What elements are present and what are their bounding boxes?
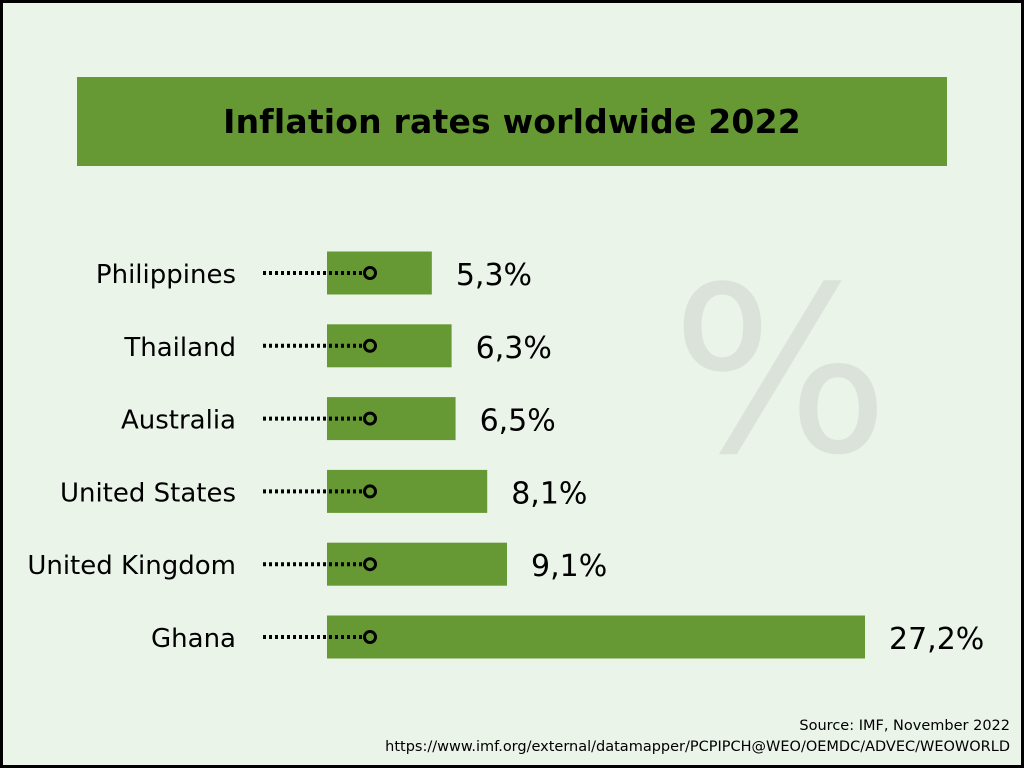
bar: [327, 469, 488, 513]
leader-dot-icon: [363, 630, 377, 644]
bar-row: United States 8,1%: [60, 469, 587, 513]
source-line: Source: IMF, November 2022: [799, 718, 1010, 734]
value-label: 6,5%: [480, 404, 556, 439]
category-label: Australia: [121, 406, 236, 436]
category-label: United States: [60, 478, 236, 508]
bar-row: Ghana 27,2%: [151, 615, 984, 659]
leader-dot-icon: [363, 557, 377, 572]
bar-row: Thailand 6,3%: [123, 324, 552, 368]
bar: [327, 324, 452, 368]
category-label: Philippines: [96, 260, 236, 290]
bar: [327, 397, 456, 441]
leader-dot-icon: [363, 338, 377, 353]
bar-row: Australia 6,5%: [121, 397, 556, 441]
source-note: Source: IMF, November 2022 https://www.i…: [385, 716, 1010, 758]
value-label: 27,2%: [889, 622, 984, 657]
category-label: Thailand: [123, 333, 236, 363]
bar-row: United Kingdom 9,1%: [27, 542, 607, 586]
bar: [327, 615, 865, 659]
value-label: 6,3%: [476, 331, 552, 366]
leader-dot-icon: [363, 266, 377, 280]
bar-row: Philippines 5,3%: [96, 251, 532, 295]
leader-dot-icon: [363, 411, 377, 426]
value-label: 8,1%: [511, 476, 587, 511]
title-banner: Inflation rates worldwide 2022: [77, 77, 947, 166]
value-label: 5,3%: [456, 258, 532, 293]
percent-watermark: %: [671, 239, 890, 506]
category-label: Ghana: [151, 624, 236, 654]
bar: [327, 251, 432, 295]
bar: [327, 542, 507, 586]
leader-dot-icon: [363, 484, 377, 499]
category-label: United Kingdom: [27, 551, 236, 581]
chart-title: Inflation rates worldwide 2022: [223, 102, 801, 141]
source-url: https://www.imf.org/external/datamapper/…: [385, 739, 1010, 755]
value-label: 9,1%: [531, 549, 607, 584]
